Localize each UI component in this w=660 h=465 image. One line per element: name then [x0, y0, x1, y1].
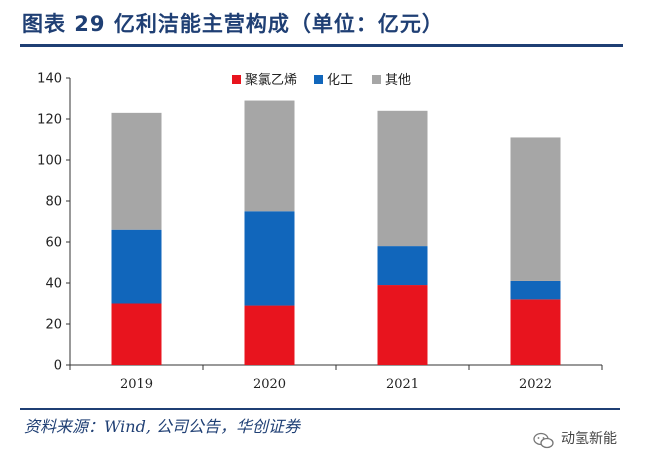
bar-segment-chemical — [244, 211, 295, 306]
y-tick-label: 40 — [45, 277, 62, 292]
watermark: 动氢新能 — [533, 428, 643, 460]
bar-segment-other — [377, 110, 428, 247]
legend-label: 其他 — [385, 73, 411, 88]
x-tick-label: 2021 — [386, 377, 419, 392]
y-tick-label: 140 — [37, 72, 62, 87]
bar-segment-other — [244, 100, 295, 212]
y-tick-label: 100 — [37, 154, 62, 169]
chart-legend: 聚氯乙烯 化工 其他 — [232, 73, 411, 88]
bar-segment-pvc — [111, 303, 162, 365]
y-tick-label: 120 — [37, 113, 62, 128]
bar-segment-chemical — [111, 229, 162, 304]
source-note: 资料来源：Wind, 公司公告，华创证券 — [24, 417, 301, 436]
y-tick-label: 20 — [45, 318, 62, 333]
source-divider — [20, 408, 620, 410]
y-tick-label: 80 — [45, 195, 62, 210]
bar-segment-pvc — [244, 305, 295, 365]
legend-swatch — [372, 75, 381, 84]
watermark-text: 动氢新能 — [561, 431, 617, 447]
y-tick-label: 60 — [45, 236, 62, 251]
x-tick-label: 2020 — [253, 377, 286, 392]
bar-segment-other — [510, 137, 561, 281]
title-divider — [20, 44, 623, 47]
stacked-bar-chart: 0 20 40 60 80 100 120 140 2019 2020 2021 2022 聚氯乙烯 化… — [37, 72, 603, 392]
wechat-icon — [533, 432, 554, 449]
legend-swatch — [314, 75, 323, 84]
bar-segment-other — [111, 112, 162, 230]
chart-bars — [111, 100, 561, 365]
bar-segment-chemical — [510, 280, 561, 300]
bar-segment-pvc — [510, 299, 561, 365]
x-tick-label: 2022 — [519, 377, 552, 392]
bar-segment-pvc — [377, 285, 428, 365]
legend-label: 化工 — [327, 73, 353, 88]
y-tick-label: 0 — [54, 359, 62, 374]
bar-segment-chemical — [377, 246, 428, 286]
chart-title: 图表 29 亿利洁能主营构成（单位：亿元） — [22, 12, 444, 36]
legend-swatch — [232, 75, 241, 84]
legend-label: 聚氯乙烯 — [245, 73, 297, 88]
x-tick-label: 2019 — [120, 377, 153, 392]
